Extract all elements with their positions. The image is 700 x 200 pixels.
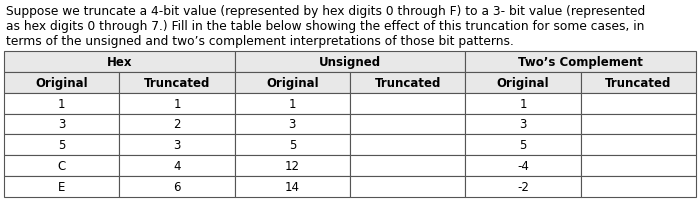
Text: Unsigned: Unsigned bbox=[319, 56, 381, 69]
Bar bbox=[4, 52, 234, 72]
Bar bbox=[119, 176, 234, 197]
Text: 5: 5 bbox=[519, 139, 526, 152]
Text: Truncated: Truncated bbox=[374, 76, 441, 89]
Bar bbox=[234, 156, 350, 176]
Text: Original: Original bbox=[36, 76, 88, 89]
Bar bbox=[119, 114, 234, 135]
Bar bbox=[350, 135, 466, 156]
Bar bbox=[234, 176, 350, 197]
Text: -4: -4 bbox=[517, 159, 529, 172]
Bar bbox=[234, 72, 350, 93]
Text: Two’s Complement: Two’s Complement bbox=[518, 56, 643, 69]
Bar bbox=[234, 135, 350, 156]
Text: -2: -2 bbox=[517, 180, 529, 193]
Text: 3: 3 bbox=[174, 139, 181, 152]
Text: 12: 12 bbox=[285, 159, 300, 172]
Text: 1: 1 bbox=[58, 97, 65, 110]
Bar bbox=[466, 135, 581, 156]
Bar bbox=[350, 93, 466, 114]
Bar bbox=[4, 176, 119, 197]
Text: 6: 6 bbox=[174, 180, 181, 193]
Bar bbox=[466, 52, 696, 72]
Text: terms of the unsigned and two’s complement interpretations of those bit patterns: terms of the unsigned and two’s compleme… bbox=[6, 35, 514, 48]
Bar bbox=[119, 72, 234, 93]
Bar bbox=[466, 93, 581, 114]
Bar bbox=[581, 93, 696, 114]
Bar bbox=[4, 156, 119, 176]
Text: 14: 14 bbox=[285, 180, 300, 193]
Text: Original: Original bbox=[497, 76, 550, 89]
Text: C: C bbox=[57, 159, 66, 172]
Bar bbox=[119, 93, 234, 114]
Text: Suppose we truncate a 4-bit value (represented by hex digits 0 through F) to a 3: Suppose we truncate a 4-bit value (repre… bbox=[6, 5, 645, 18]
Bar bbox=[466, 156, 581, 176]
Text: 1: 1 bbox=[174, 97, 181, 110]
Text: Truncated: Truncated bbox=[144, 76, 210, 89]
Bar bbox=[4, 114, 119, 135]
Bar bbox=[581, 114, 696, 135]
Bar bbox=[234, 52, 466, 72]
Bar bbox=[581, 176, 696, 197]
Bar bbox=[350, 156, 466, 176]
Bar bbox=[119, 156, 234, 176]
Bar bbox=[466, 72, 581, 93]
Bar bbox=[4, 72, 119, 93]
Bar bbox=[350, 114, 466, 135]
Bar bbox=[581, 135, 696, 156]
Text: 3: 3 bbox=[519, 118, 526, 131]
Text: Original: Original bbox=[266, 76, 318, 89]
Text: as hex digits 0 through 7.) Fill in the table below showing the effect of this t: as hex digits 0 through 7.) Fill in the … bbox=[6, 20, 645, 33]
Bar bbox=[581, 72, 696, 93]
Bar bbox=[581, 156, 696, 176]
Bar bbox=[4, 135, 119, 156]
Bar bbox=[4, 93, 119, 114]
Text: 1: 1 bbox=[519, 97, 526, 110]
Bar bbox=[119, 135, 234, 156]
Bar bbox=[466, 114, 581, 135]
Text: Hex: Hex bbox=[106, 56, 132, 69]
Text: 3: 3 bbox=[58, 118, 65, 131]
Text: E: E bbox=[58, 180, 65, 193]
Text: 3: 3 bbox=[288, 118, 296, 131]
Bar bbox=[234, 114, 350, 135]
Bar bbox=[350, 72, 466, 93]
Text: 4: 4 bbox=[174, 159, 181, 172]
Bar bbox=[466, 176, 581, 197]
Text: 1: 1 bbox=[288, 97, 296, 110]
Text: 5: 5 bbox=[58, 139, 65, 152]
Bar bbox=[350, 176, 466, 197]
Text: 2: 2 bbox=[174, 118, 181, 131]
Text: 5: 5 bbox=[288, 139, 296, 152]
Text: Truncated: Truncated bbox=[605, 76, 671, 89]
Bar bbox=[234, 93, 350, 114]
